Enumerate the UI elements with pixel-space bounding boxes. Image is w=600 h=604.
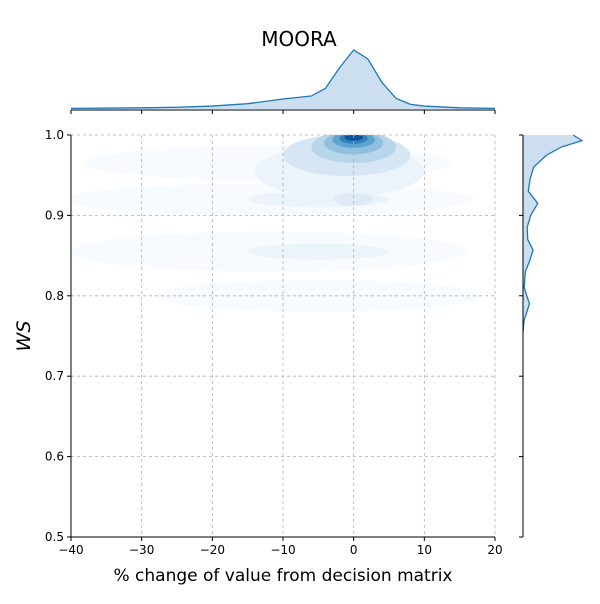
x-axis-label: % change of value from decision matrix bbox=[113, 566, 452, 586]
y-tick-label-0: 0.5 bbox=[45, 530, 64, 544]
marginal-x-plot bbox=[70, 49, 496, 114]
chart-title: MOORA bbox=[261, 27, 337, 51]
x-axis-ticks: −40 −30 −20 −10 0 10 20 bbox=[58, 537, 503, 557]
x-tick-label-6: 20 bbox=[487, 543, 502, 557]
y-tick-label-1: 0.6 bbox=[45, 450, 64, 464]
x-tick-label-5: 10 bbox=[417, 543, 432, 557]
y-axis-ticks: 0.5 0.6 0.7 0.8 0.9 1.0 bbox=[45, 128, 71, 544]
density-level-3-8 bbox=[333, 192, 374, 206]
x-tick-label-4: 0 bbox=[350, 543, 358, 557]
y-tick-label-3: 0.8 bbox=[45, 289, 64, 303]
x-tick-label-1: −30 bbox=[129, 543, 154, 557]
y-tick-label-5: 1.0 bbox=[45, 128, 64, 142]
x-tick-label-2: −20 bbox=[200, 543, 225, 557]
y-tick-label-2: 0.7 bbox=[45, 369, 64, 383]
y-tick-label-4: 0.9 bbox=[45, 208, 64, 222]
marginal-y-line bbox=[522, 134, 584, 333]
marginal-x-line bbox=[70, 49, 496, 110]
x-tick-label-0: −40 bbox=[58, 543, 83, 557]
density-level-2-6 bbox=[247, 243, 389, 260]
marginal-y-plot bbox=[519, 134, 584, 538]
marginal-y-fill bbox=[523, 135, 582, 332]
main-plot: −40 −30 −20 −10 0 10 20 0.5 0.6 0.7 0.8 0.9 1.0 bbox=[45, 128, 503, 557]
y-axis-label: WS bbox=[13, 321, 35, 352]
x-tick-label-3: −10 bbox=[270, 543, 295, 557]
marginal-x-fill bbox=[71, 50, 495, 109]
